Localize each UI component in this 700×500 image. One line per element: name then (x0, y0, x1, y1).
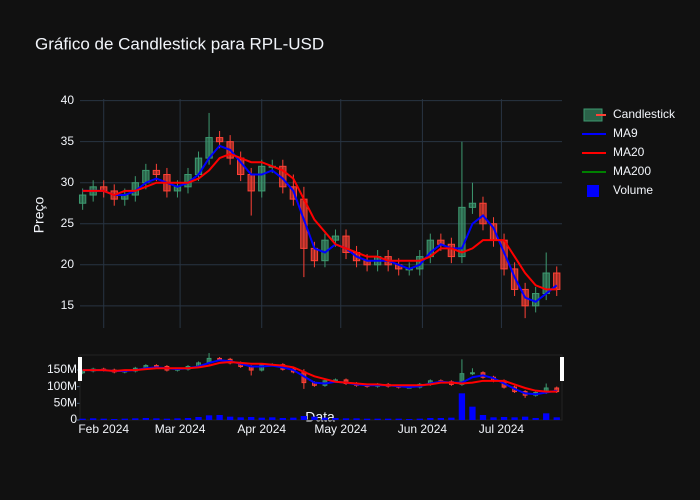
volume-bar (90, 418, 97, 420)
volume-bar (363, 418, 371, 420)
y2-tick-label: 0 (70, 412, 77, 426)
volume-bar (406, 419, 413, 420)
slider-ma-line (82, 361, 557, 393)
ma-line (82, 144, 558, 303)
legend-label: MA20 (613, 145, 645, 159)
volume-bar (374, 418, 381, 420)
x-tick-label: Jun 2024 (398, 422, 448, 436)
volume-bar (205, 415, 213, 420)
volume-bar (385, 418, 392, 420)
candle-body (416, 256, 424, 270)
volume-bar (195, 417, 202, 420)
candle-body (458, 206, 466, 258)
volume-bar (279, 418, 286, 420)
slider-handle (78, 357, 82, 381)
y-axis-label: Preço (31, 197, 47, 234)
range-slider (79, 354, 563, 421)
legend-label: Volume (613, 183, 653, 197)
candle-body (479, 202, 487, 225)
volume-bar (395, 418, 402, 420)
y-tick-label: 20 (61, 257, 75, 271)
volume-bar (269, 417, 276, 420)
volume-bar (300, 416, 308, 420)
volume-bar (448, 417, 455, 420)
volume-bar (353, 418, 360, 420)
legend-label: Candlestick (613, 107, 676, 121)
y-tick-label: 30 (61, 175, 75, 189)
volume-bar (332, 418, 339, 420)
x-tick-label: Jul 2024 (479, 422, 525, 436)
volume-bar (290, 417, 297, 420)
y-tick-label: 40 (61, 93, 75, 107)
candle-body (447, 243, 456, 258)
x-tick-label: Feb 2024 (78, 422, 129, 436)
volume-bar (458, 393, 466, 420)
x-tick-label: May 2024 (314, 422, 367, 436)
volume-bar (132, 418, 139, 420)
volume-bar (311, 416, 318, 420)
ma-line (82, 152, 557, 291)
candle-body (152, 169, 161, 176)
volume-bar (427, 418, 434, 420)
y-tick-label: 35 (61, 134, 75, 148)
x-tick-label: Apr 2024 (237, 422, 286, 436)
volume-bar (153, 418, 160, 420)
candle-body (468, 202, 477, 208)
candle-body (331, 235, 340, 241)
volume-bar (490, 417, 497, 420)
volume-bar (226, 416, 234, 420)
y-tick-label: 25 (61, 216, 75, 230)
y2-tick-label: 100M (47, 379, 77, 393)
volume-bar (342, 418, 350, 420)
legend-icon (587, 185, 599, 197)
legend-label: MA9 (613, 126, 638, 140)
volume-bar (437, 418, 445, 420)
candle-body (215, 137, 224, 143)
volume-bar (216, 415, 223, 420)
volume-bar (100, 418, 107, 420)
volume-bar (237, 417, 244, 420)
volume-bar (479, 415, 487, 420)
volume-bar (521, 416, 529, 420)
volume-bar (511, 417, 518, 420)
chart-title: Gráfico de Candlestick para RPL-USD (35, 34, 324, 53)
volume-bar (500, 417, 508, 420)
volume-bar (111, 419, 118, 420)
volume-bar (258, 417, 265, 420)
candle-body (247, 174, 255, 192)
volume-bar (142, 418, 150, 420)
y-tick-label: 15 (61, 298, 75, 312)
y2-tick-label: 50M (54, 396, 77, 410)
volume-bar (121, 418, 128, 420)
volume-bar (163, 418, 171, 420)
slider-handle (560, 357, 564, 381)
volume-bar (184, 418, 192, 420)
y2-tick-label: 150M (47, 362, 77, 376)
volume-bar (79, 418, 86, 420)
candle-body (542, 272, 550, 295)
volume-bar (416, 418, 423, 420)
x-tick-label: Mar 2024 (155, 422, 206, 436)
volume-bar (321, 417, 329, 420)
legend-label: MA200 (613, 164, 651, 178)
candle-body (258, 165, 266, 192)
volume-bar (553, 417, 560, 420)
slider-candle-body (470, 372, 475, 375)
volume-bar (469, 406, 476, 420)
volume-bar (543, 413, 550, 420)
x-axis-label: Data (305, 409, 335, 425)
volume-bar (532, 418, 539, 420)
volume-bar (248, 417, 255, 420)
volume-bar (174, 418, 181, 420)
candle-body (78, 194, 87, 204)
candle-body (342, 235, 350, 253)
